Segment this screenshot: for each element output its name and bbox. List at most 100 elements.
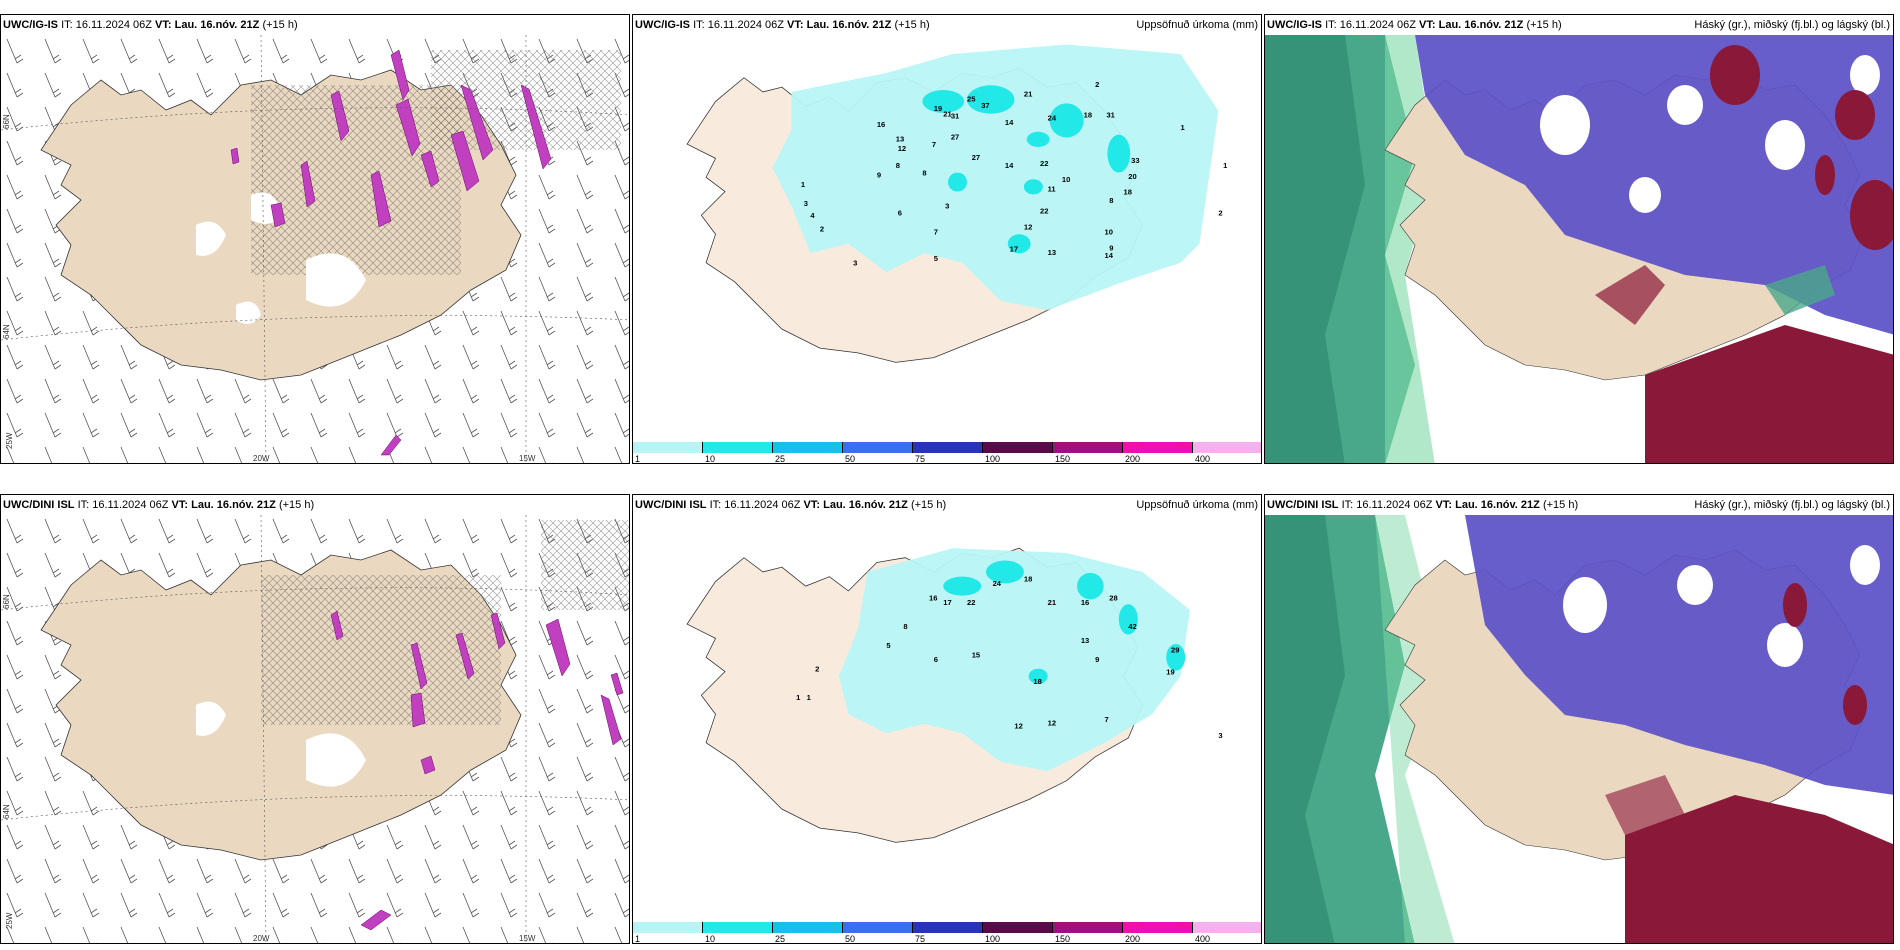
colorbar: 1 10 25 50 75 100 150 200 400: [633, 921, 1261, 944]
lon-tick: 20W: [253, 934, 270, 943]
svg-text:33: 33: [1131, 156, 1139, 165]
colorbar-label: 150: [1055, 454, 1071, 464]
colorbar-label: 200: [1125, 454, 1141, 464]
svg-text:2: 2: [1218, 208, 1222, 217]
colorbar-label: 400: [1195, 934, 1211, 944]
svg-text:28: 28: [1109, 593, 1117, 602]
colorbar-swatch: [1053, 442, 1123, 453]
colorbar-label: 10: [705, 454, 716, 464]
panel-header: UWC/DINI ISL IT: 16.11.2024 06Z VT: Lau.…: [635, 499, 947, 511]
svg-text:10: 10: [1062, 175, 1070, 184]
svg-text:13: 13: [1048, 248, 1056, 257]
svg-text:22: 22: [1040, 206, 1048, 215]
colorbar-swatch: [913, 922, 983, 933]
svg-text:13: 13: [896, 134, 904, 143]
svg-text:14: 14: [1005, 161, 1014, 170]
panel-header: UWC/IG-IS IT: 16.11.2024 06Z VT: Lau. 16…: [635, 19, 930, 31]
panel-title: Uppsöfnuð úrkoma (mm): [1136, 19, 1258, 31]
panel-bottom-left-wind: UWC/DINI ISL IT: 16.11.2024 06Z VT: Lau.…: [0, 494, 630, 944]
svg-text:7: 7: [934, 227, 938, 236]
svg-text:19: 19: [934, 104, 942, 113]
colorbar-label: 100: [985, 454, 1001, 464]
svg-text:12: 12: [1048, 719, 1056, 728]
svg-text:14: 14: [1005, 118, 1014, 127]
svg-text:1: 1: [807, 693, 811, 702]
svg-text:24: 24: [1048, 113, 1057, 122]
svg-text:21: 21: [943, 110, 951, 119]
colorbar: 1 10 25 50 75 100 150 200 400: [633, 441, 1261, 464]
colorbar-swatch: [633, 442, 703, 453]
svg-text:3: 3: [1218, 731, 1222, 740]
precip-heavy: [943, 560, 1186, 684]
colorbar-label: 50: [845, 934, 856, 944]
svg-text:2: 2: [1095, 80, 1099, 89]
lat-tick: 66N: [2, 114, 11, 129]
colorbar-swatch: [1123, 442, 1193, 453]
colorbar-label: 1: [635, 934, 641, 944]
svg-text:16: 16: [1081, 598, 1089, 607]
svg-text:31: 31: [951, 111, 959, 120]
svg-text:7: 7: [1105, 715, 1109, 724]
svg-text:22: 22: [967, 598, 975, 607]
lat-tick: 66N: [2, 594, 11, 609]
panel-header: UWC/IG-IS IT: 16.11.2024 06Z VT: Lau. 16…: [1267, 19, 1562, 31]
svg-text:17: 17: [943, 598, 951, 607]
precip-area: [838, 548, 1190, 772]
colorbar-label: 150: [1055, 934, 1071, 944]
snow-cells: [330, 610, 624, 931]
lon-tick: 20W: [253, 454, 270, 463]
svg-text:16: 16: [877, 120, 885, 129]
svg-text:9: 9: [877, 170, 881, 179]
panel-bottom-right-clouds: UWC/DINI ISL IT: 16.11.2024 06Z VT: Lau.…: [1264, 494, 1894, 944]
svg-text:21: 21: [1024, 90, 1032, 99]
svg-text:29: 29: [1171, 646, 1179, 655]
svg-text:9: 9: [1109, 243, 1113, 252]
svg-text:6: 6: [934, 655, 938, 664]
colorbar-label: 75: [915, 934, 926, 944]
colorbar-swatch: [1193, 922, 1261, 933]
svg-text:4: 4: [810, 211, 815, 220]
panel-top-left-wind: UWC/IG-IS IT: 16.11.2024 06Z VT: Lau. 16…: [0, 14, 630, 464]
svg-text:16: 16: [929, 593, 937, 602]
svg-text:24: 24: [993, 579, 1002, 588]
svg-text:3: 3: [804, 199, 808, 208]
panel-top-mid-precip: UWC/IG-IS IT: 16.11.2024 06Z VT: Lau. 16…: [632, 14, 1262, 464]
low-cloud: [1645, 45, 1893, 463]
colorbar-swatch: [773, 922, 843, 933]
svg-text:6: 6: [898, 208, 902, 217]
svg-text:14: 14: [1105, 251, 1114, 260]
panel-bottom-mid-precip: UWC/DINI ISL IT: 16.11.2024 06Z VT: Lau.…: [632, 494, 1262, 944]
colorbar-swatch: [843, 922, 913, 933]
precip-area: [772, 44, 1219, 311]
colorbar-label: 200: [1125, 934, 1141, 944]
svg-text:2: 2: [820, 224, 824, 233]
colorbar-swatch: [633, 922, 703, 933]
svg-text:42: 42: [1128, 622, 1136, 631]
svg-text:3: 3: [945, 202, 949, 211]
colorbar-swatch: [983, 922, 1053, 933]
colorbar-label: 25: [775, 454, 786, 464]
wind-map: 66N 64N 25W 20W 15W: [1, 515, 629, 943]
svg-text:13: 13: [1081, 636, 1089, 645]
svg-text:17: 17: [1010, 244, 1018, 253]
svg-text:27: 27: [951, 132, 959, 141]
svg-text:9: 9: [1095, 655, 1099, 664]
colorbar-swatch: [913, 442, 983, 453]
lat-tick: 64N: [2, 804, 11, 819]
panel-header: UWC/IG-IS IT: 16.11.2024 06Z VT: Lau. 16…: [3, 19, 298, 31]
svg-text:3: 3: [853, 259, 857, 268]
lon-tick: 15W: [519, 934, 536, 943]
colorbar-swatch: [703, 922, 773, 933]
svg-text:1: 1: [1180, 123, 1184, 132]
svg-text:22: 22: [1040, 159, 1048, 168]
colorbar-label: 100: [985, 934, 1001, 944]
svg-text:19: 19: [1166, 667, 1174, 676]
colorbar-swatch: [1053, 922, 1123, 933]
lon-tick: 25W: [5, 432, 14, 449]
panel-title: Háský (gr.), miðský (fj.bl.) og lágský (…: [1694, 499, 1890, 511]
panel-top-right-clouds: UWC/IG-IS IT: 16.11.2024 06Z VT: Lau. 16…: [1264, 14, 1894, 464]
colorbar-label: 50: [845, 454, 856, 464]
svg-text:18: 18: [1024, 574, 1032, 583]
